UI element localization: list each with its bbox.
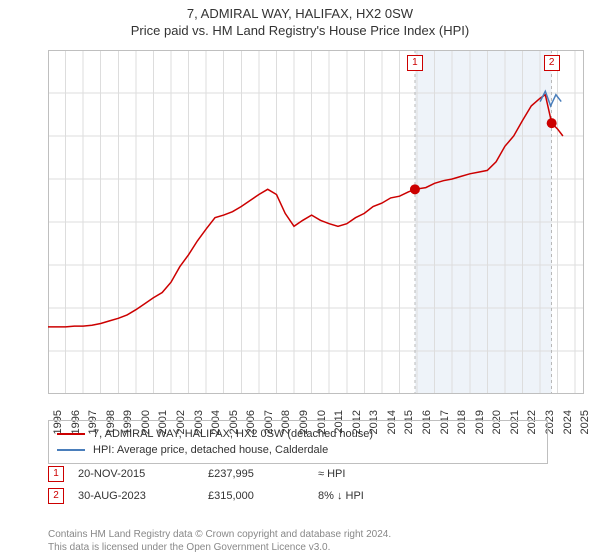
sale-date: 20-NOV-2015	[78, 468, 208, 480]
footer: Contains HM Land Registry data © Crown c…	[48, 528, 568, 554]
x-tick-label: 2025	[579, 410, 591, 434]
title-block: 7, ADMIRAL WAY, HALIFAX, HX2 0SW Price p…	[0, 0, 600, 38]
sale-date: 30-AUG-2023	[78, 490, 208, 502]
sale-row: 2 30-AUG-2023£315,0008% ↓ HPI	[48, 486, 568, 506]
sale-row: 1 20-NOV-2015£237,995≈ HPI	[48, 464, 568, 484]
legend: 7, ADMIRAL WAY, HALIFAX, HX2 0SW (detach…	[48, 420, 548, 464]
sale-delta: ≈ HPI	[318, 468, 438, 480]
legend-swatch	[57, 449, 85, 451]
chart-svg	[48, 50, 584, 394]
sale-price: £237,995	[208, 468, 318, 480]
legend-item: HPI: Average price, detached house, Cald…	[57, 442, 539, 458]
title-main: 7, ADMIRAL WAY, HALIFAX, HX2 0SW	[0, 6, 600, 21]
sale-badge: 2	[48, 488, 64, 504]
chart-marker-badge: 2	[544, 55, 560, 71]
footer-line-1: Contains HM Land Registry data © Crown c…	[48, 528, 568, 541]
legend-item: 7, ADMIRAL WAY, HALIFAX, HX2 0SW (detach…	[57, 426, 539, 442]
sale-delta: 8% ↓ HPI	[318, 490, 438, 502]
sale-price: £315,000	[208, 490, 318, 502]
legend-swatch	[57, 433, 85, 435]
legend-label: HPI: Average price, detached house, Cald…	[93, 444, 328, 456]
title-sub: Price paid vs. HM Land Registry's House …	[0, 23, 600, 38]
chart-marker-badge: 1	[407, 55, 423, 71]
legend-label: 7, ADMIRAL WAY, HALIFAX, HX2 0SW (detach…	[93, 428, 373, 440]
sales-table: 1 20-NOV-2015£237,995≈ HPI 2 30-AUG-2023£31…	[48, 462, 568, 506]
plot-area: 12	[48, 50, 584, 394]
chart-container: 7, ADMIRAL WAY, HALIFAX, HX2 0SW Price p…	[0, 0, 600, 560]
footer-line-2: This data is licensed under the Open Gov…	[48, 541, 568, 554]
x-tick-label: 2024	[562, 410, 574, 434]
sale-badge: 1	[48, 466, 64, 482]
y-axis-ticks: £0£50K£100K£150K£200K£250K£300K£350K£400…	[0, 50, 48, 394]
